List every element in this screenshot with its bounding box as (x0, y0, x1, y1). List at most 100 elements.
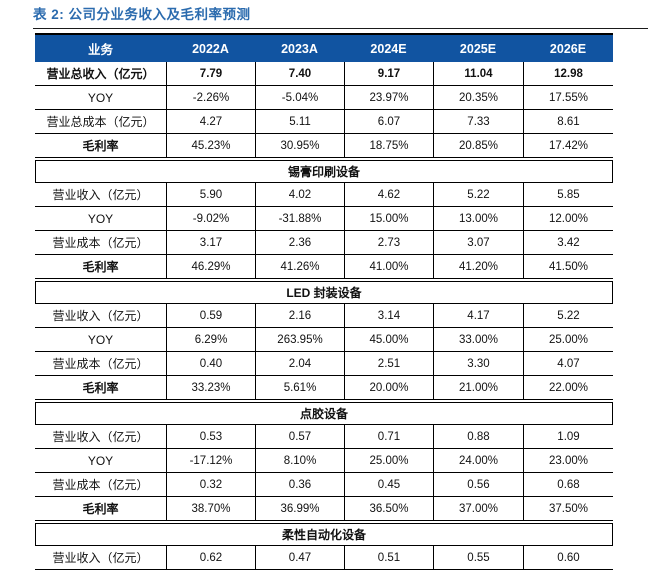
section-header-row: 点胶设备 (35, 402, 613, 425)
row-label: 毛利率 (82, 139, 119, 153)
table-row: 营业总成本（亿元） 4.27 5.11 6.07 7.33 8.61 (35, 110, 613, 134)
cell-value: 3.14 (344, 304, 433, 327)
cell-value: 36.50% (344, 497, 433, 520)
column-header: 业务 (87, 43, 113, 57)
cell-value: -31.88% (255, 207, 344, 230)
cell-value: 17.42% (523, 134, 613, 157)
table-row: 营业收入（亿元） 0.53 0.57 0.71 0.88 1.09 (35, 425, 613, 449)
cell-value: 4.07 (523, 352, 613, 375)
cell-value: 36.99% (255, 497, 344, 520)
cell-value: 20.00% (344, 376, 433, 399)
table-row: YOY -2.26% -5.04% 23.97% 20.35% 17.55% (35, 86, 613, 110)
cell-value: 7.33 (433, 110, 523, 133)
cell-value: 0.32 (166, 473, 255, 496)
cell-value: 33.00% (433, 328, 523, 351)
cell-value: 45.23% (166, 134, 255, 157)
cell-value: 0.62 (166, 546, 255, 569)
table-row: YOY 6.29% 263.95% 45.00% 33.00% 25.00% (35, 328, 613, 352)
cell-value: 5.22 (523, 304, 613, 327)
row-label: YOY (87, 453, 114, 468)
cell-value: 22.00% (523, 376, 613, 399)
row-label: 营业成本（亿元） (52, 357, 149, 371)
column-header: 2023A (281, 41, 318, 56)
cell-value: 41.26% (255, 255, 344, 278)
cell-value: 5.11 (255, 110, 344, 133)
cell-value: 2.36 (255, 231, 344, 254)
cell-value: 37.50% (523, 497, 613, 520)
cell-value: 2.16 (255, 304, 344, 327)
cell-value: 38.70% (166, 497, 255, 520)
cell-value: 6.29% (166, 328, 255, 351)
cell-value: 12.00% (523, 207, 613, 230)
cell-value: 41.00% (344, 255, 433, 278)
cell-value: 0.57 (255, 425, 344, 448)
cell-value: 3.17 (166, 231, 255, 254)
cell-value: 5.90 (166, 183, 255, 206)
cell-value: 0.68 (523, 473, 613, 496)
row-label: 毛利率 (82, 381, 119, 395)
cell-value: 0.47 (255, 546, 344, 569)
cell-value: 12.98 (523, 62, 613, 85)
cell-value: 30.95% (255, 134, 344, 157)
cell-value: 23.00% (523, 449, 613, 472)
table-row: 毛利率 45.23% 30.95% 18.75% 20.85% 17.42% (35, 134, 613, 158)
table-row: 营业成本（亿元） 3.17 2.36 2.73 3.07 3.42 (35, 231, 613, 255)
row-label: 毛利率 (82, 502, 119, 516)
cell-value: 0.55 (433, 546, 523, 569)
row-label: 营业总收入（亿元） (46, 67, 155, 81)
section-header-row: 锡膏印刷设备 (35, 160, 613, 183)
cell-value: 33.23% (166, 376, 255, 399)
table-row: YOY -9.02% -31.88% 15.00% 13.00% 12.00% (35, 207, 613, 231)
cell-value: 1.09 (523, 425, 613, 448)
cell-value: 0.36 (255, 473, 344, 496)
cell-value: 24.00% (433, 449, 523, 472)
row-label: 营业收入（亿元） (52, 309, 149, 323)
column-header: 2025E (459, 41, 497, 56)
cell-value: 23.97% (344, 86, 433, 109)
column-header: 2022A (192, 41, 229, 56)
cell-value: 0.60 (523, 546, 613, 569)
table-title: 表 2: 公司分业务收入及毛利率预测 (33, 7, 251, 22)
row-label: 营业总成本（亿元） (46, 115, 155, 129)
cell-value: 5.85 (523, 183, 613, 206)
cell-value: 8.61 (523, 110, 613, 133)
cell-value: 15.00% (344, 207, 433, 230)
row-label: YOY (87, 332, 114, 347)
cell-value: 18.75% (344, 134, 433, 157)
cell-value: 263.95% (255, 328, 344, 351)
row-label: 营业收入（亿元） (52, 188, 149, 202)
cell-value: 4.62 (344, 183, 433, 206)
cell-value: 37.00% (433, 497, 523, 520)
cell-value: 20.35% (433, 86, 523, 109)
cell-value: 2.04 (255, 352, 344, 375)
cell-value: 7.79 (166, 62, 255, 85)
table-row: 营业成本（亿元） 0.32 0.36 0.45 0.56 0.68 (35, 473, 613, 497)
cell-value: 17.55% (523, 86, 613, 109)
cell-value: 9.17 (344, 62, 433, 85)
column-header: 2024E (370, 41, 407, 56)
cell-value: 5.61% (255, 376, 344, 399)
row-label: 营业收入（亿元） (52, 551, 149, 565)
cell-value: 21.00% (433, 376, 523, 399)
row-label: 营业成本（亿元） (52, 478, 149, 492)
cell-value: -2.26% (166, 86, 255, 109)
cell-value: 46.29% (166, 255, 255, 278)
column-header: 2026E (549, 41, 587, 56)
cell-value: 11.04 (433, 62, 523, 85)
cell-value: 20.85% (433, 134, 523, 157)
table-row: 毛利率 38.70% 36.99% 36.50% 37.00% 37.50% (35, 497, 613, 521)
table-row: 营业收入（亿元） 0.62 0.47 0.51 0.55 0.60 (35, 546, 613, 570)
table-row: 毛利率 33.23% 5.61% 20.00% 21.00% 22.00% (35, 376, 613, 400)
cell-value: 3.42 (523, 231, 613, 254)
forecast-table: 业务 2022A 2023A 2024E 2025E 2026E 营业总收入（亿… (35, 33, 613, 570)
table-row: 毛利率 46.29% 41.26% 41.00% 41.20% 41.50% (35, 255, 613, 279)
cell-value: 13.00% (433, 207, 523, 230)
cell-value: 3.30 (433, 352, 523, 375)
cell-value: 41.20% (433, 255, 523, 278)
row-label: 营业成本（亿元） (52, 236, 149, 250)
cell-value: 0.59 (166, 304, 255, 327)
cell-value: -9.02% (166, 207, 255, 230)
cell-value: 0.51 (344, 546, 433, 569)
row-label: 营业收入（亿元） (52, 430, 149, 444)
